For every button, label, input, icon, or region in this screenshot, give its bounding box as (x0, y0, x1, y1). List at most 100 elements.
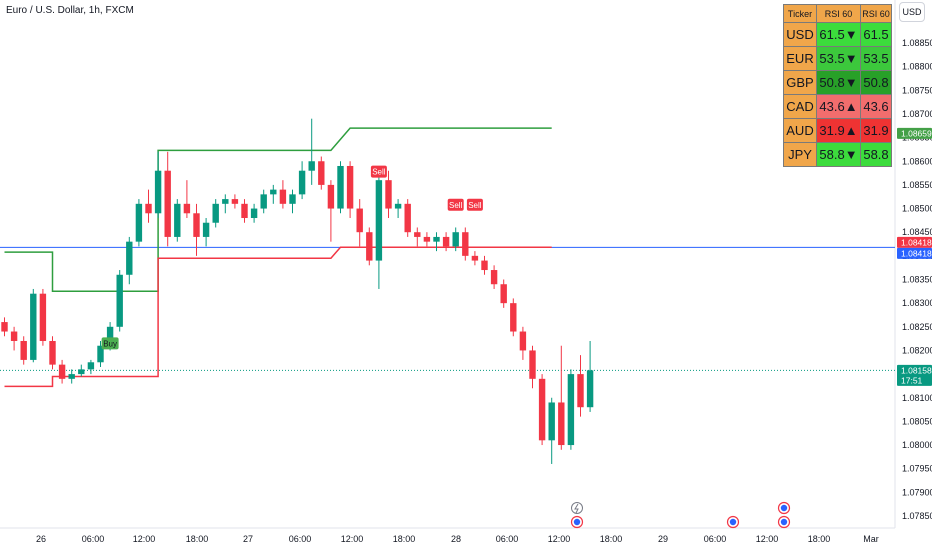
x-tick-label: 06:00 (704, 534, 727, 544)
us-flag-icon-inner (729, 518, 737, 526)
y-tick-label: 1.07850 (902, 511, 932, 521)
y-tick-label: 1.08250 (902, 322, 932, 332)
y-tick-label: 1.08100 (902, 393, 932, 403)
candle-body (538, 378, 546, 441)
candle-body (10, 331, 18, 341)
price-axis-badge (897, 364, 932, 386)
rsi-value-2: 58.8 (860, 142, 892, 167)
y-tick-label: 1.08200 (902, 345, 932, 355)
candle-body (58, 364, 66, 379)
candle-body (433, 236, 440, 242)
currency-badge[interactable]: USD (899, 2, 925, 22)
candle-body (212, 203, 219, 223)
candle-body (548, 402, 555, 441)
rsi-row: EUR 53.5▼ 53.5 (783, 46, 892, 71)
candle-body (250, 208, 258, 219)
candle-body (404, 203, 411, 233)
candle-body (270, 189, 277, 195)
price-axis-label: 1.08659 (901, 128, 932, 138)
candle-body (586, 370, 594, 408)
signal-label-bg (466, 198, 483, 211)
price-axis-badge (897, 236, 932, 248)
rsi-header-ticker: Ticker (783, 4, 817, 23)
candle-body (577, 374, 584, 408)
price-axis-badge (897, 127, 932, 139)
candle-body (49, 340, 56, 365)
candle-body (519, 331, 527, 351)
rsi-value: 58.8▼ (816, 142, 861, 167)
y-tick-label: 1.08450 (902, 227, 932, 237)
rsi-ticker: AUD (783, 118, 817, 143)
candle-body (414, 232, 421, 237)
candle-body (394, 203, 402, 209)
y-tick-label: 1.07900 (902, 487, 932, 497)
x-tick-label: 06:00 (496, 534, 519, 544)
candle-body (558, 402, 565, 446)
rsi-ticker: CAD (783, 94, 817, 119)
rsi-value: 31.9▲ (816, 118, 861, 143)
y-tick-label: 1.08500 (902, 204, 932, 214)
x-tick-label: 06:00 (82, 534, 105, 544)
candle-body (510, 303, 517, 332)
rsi-row: USD 61.5▼ 61.5 (783, 22, 892, 47)
candle-body (241, 203, 248, 219)
lightning-icon (571, 502, 583, 514)
rsi-row: AUD 31.9▲ 31.9 (783, 118, 892, 143)
x-tick-label: 26 (36, 534, 46, 544)
rsi-row: CAD 43.6▲ 43.6 (783, 94, 892, 119)
lightning-icon-glyph (574, 503, 579, 514)
price-axis-badge (897, 247, 932, 259)
y-tick-label: 1.08550 (902, 180, 932, 190)
candle-body (308, 161, 315, 171)
x-tick-label: 12:00 (548, 534, 571, 544)
y-tick-label: 1.08000 (902, 440, 932, 450)
signal-label: Buy (103, 339, 117, 348)
signal-label: Sell (468, 201, 482, 210)
y-tick-label: 1.08850 (902, 38, 932, 48)
x-tick-label: 18:00 (600, 534, 623, 544)
rsi-table: Ticker RSI 60 RSI 60 USD 61.5▼ 61.5 EUR 53.5… (783, 4, 892, 167)
y-tick-label: 1.08600 (902, 156, 932, 166)
us-flag-icon-inner (573, 518, 581, 526)
y-tick-label: 1.08800 (902, 62, 932, 72)
y-tick-label: 1.08050 (902, 416, 932, 426)
candle-body (289, 194, 296, 204)
chart-title: Euro / U.S. Dollar, 1h, FXCM (6, 5, 134, 16)
candle-body (20, 340, 27, 360)
y-tick-label: 1.07950 (902, 464, 932, 474)
candle-body (462, 232, 469, 256)
candle-body (298, 170, 306, 195)
rsi-value: 43.6▲ (816, 94, 861, 119)
rsi-value: 50.8▼ (816, 70, 861, 95)
price-axis-label: 1.08418 (901, 237, 932, 247)
signal-label: Sell (372, 168, 386, 177)
candle-body (87, 362, 95, 370)
candle-body (471, 255, 479, 261)
x-tick-label: 18:00 (186, 534, 209, 544)
x-tick-label: 27 (243, 534, 253, 544)
rsi-ticker: EUR (783, 46, 817, 71)
x-tick-label: 28 (451, 534, 461, 544)
candle-body (116, 274, 123, 327)
rsi-value-2: 50.8 (860, 70, 892, 95)
candle-body (423, 236, 431, 242)
candle-body (481, 260, 488, 271)
signal-label: Sell (449, 201, 463, 210)
candle-body (356, 208, 363, 233)
price-axis-label: 1.08158 (901, 365, 932, 375)
candle-body (567, 374, 575, 446)
lower-band-line (4, 246, 552, 388)
candle-body (39, 293, 47, 341)
rsi-ticker: JPY (783, 142, 817, 167)
candle-body (145, 203, 152, 214)
candle-body (78, 369, 85, 375)
candle-body (126, 241, 133, 275)
rsi-header-value: RSI 60 (816, 4, 861, 23)
candle-body (202, 222, 210, 237)
candle-body (154, 170, 162, 214)
y-tick-label: 1.08700 (902, 109, 932, 119)
candle-body (452, 232, 459, 247)
y-tick-label: 1.08750 (902, 85, 932, 95)
x-tick-label: 29 (658, 534, 668, 544)
